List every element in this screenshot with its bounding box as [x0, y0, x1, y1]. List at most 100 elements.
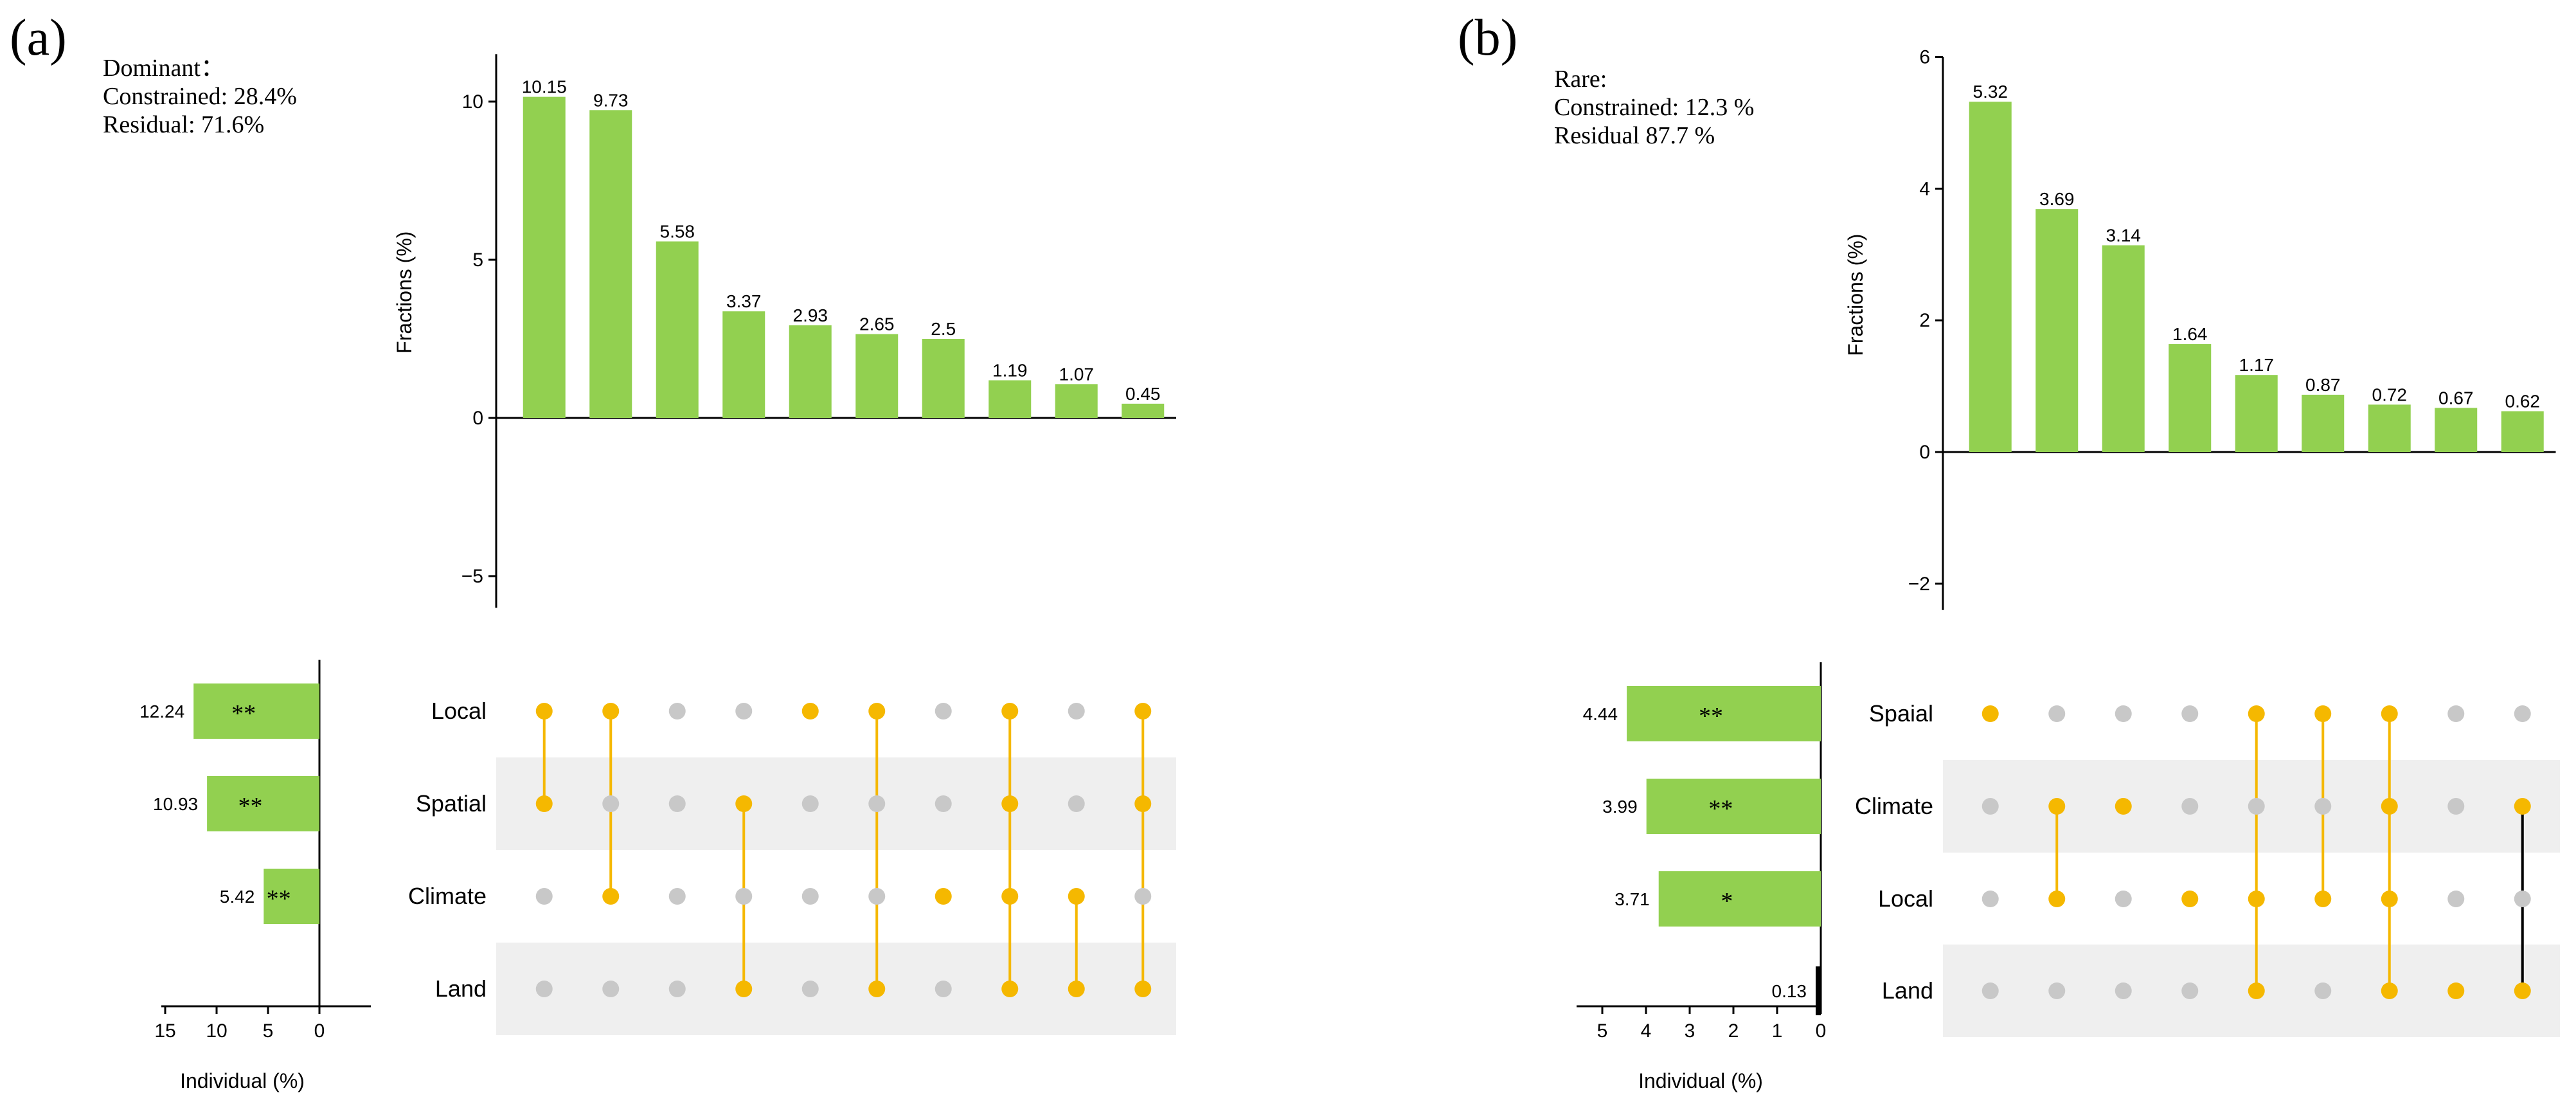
bar [2169, 344, 2212, 452]
matrix-dot-active [868, 703, 886, 719]
matrix-dot-inactive [1068, 703, 1085, 719]
matrix-dot-active [2381, 982, 2398, 999]
bar [1055, 384, 1098, 418]
individual-value-label: 3.71 [1614, 889, 1650, 909]
individual-x-tick-label: 0 [1816, 1020, 1827, 1042]
significance-mark: ** [267, 885, 291, 912]
bar-value-label: 5.58 [660, 221, 695, 241]
bar-value-label: 0.45 [1125, 384, 1161, 404]
matrix-dot-active [2381, 891, 2398, 907]
matrix-dot-inactive [935, 703, 952, 719]
matrix-dot-inactive [868, 888, 886, 905]
matrix-dot-inactive [2248, 798, 2265, 815]
individual-x-tick-label: 5 [1597, 1020, 1608, 1042]
matrix-dot-active [1001, 703, 1019, 719]
matrix-dot-inactive [2314, 982, 2332, 999]
set-label: Climate [1855, 793, 1933, 819]
matrix-dot-active [2381, 705, 2398, 722]
matrix-dot-inactive [2447, 891, 2465, 907]
individual-x-tick-label: 4 [1641, 1020, 1652, 1042]
bar [2435, 408, 2478, 452]
bar-value-label: 1.19 [992, 360, 1028, 380]
panel-a: (a) Dominant：Constrained: 28.4%Residual: … [10, 10, 1176, 1092]
bar-value-label: 3.37 [726, 291, 762, 311]
bar [523, 96, 566, 418]
bar-value-label: 10.15 [522, 77, 567, 97]
matrix-dot-active [535, 703, 553, 719]
bar [2501, 411, 2544, 452]
matrix-dot-inactive [535, 888, 553, 905]
info-residual: Residual 87.7 % [1554, 122, 1715, 149]
bar-value-label: 0.87 [2305, 375, 2341, 395]
bar-value-label: 0.72 [2372, 385, 2408, 404]
significance-mark: ** [231, 700, 256, 727]
panel-label: (b) [1458, 10, 1517, 66]
matrix-dot-active [2248, 982, 2265, 999]
matrix-dot-inactive [2181, 705, 2199, 722]
matrix-dot-inactive [2314, 798, 2332, 815]
y-tick-label: −5 [461, 566, 483, 587]
matrix-dot-inactive [2447, 705, 2465, 722]
bar [789, 325, 832, 418]
bar [2302, 394, 2345, 452]
y-tick-label: 10 [462, 91, 483, 113]
y-axis-title: Fractions (%) [1844, 234, 1867, 356]
bar-value-label: 3.14 [2106, 225, 2142, 245]
matrix-dot-inactive [2115, 891, 2132, 907]
matrix-dot-inactive [2514, 891, 2531, 907]
matrix-dot-inactive [935, 981, 952, 997]
individual-x-tick-label: 0 [314, 1020, 325, 1042]
matrix-dot-active [1068, 888, 1085, 905]
matrix-dot-inactive [2514, 705, 2531, 722]
individual-x-title: Individual (%) [180, 1069, 305, 1092]
y-tick-label: 2 [1919, 310, 1930, 331]
matrix-dot-inactive [1981, 982, 1999, 999]
individual-x-tick-label: 3 [1685, 1020, 1695, 1042]
individual-bar [193, 683, 319, 739]
matrix-dot-inactive [668, 888, 686, 905]
significance-mark: ** [1708, 795, 1733, 822]
individual-bar [264, 869, 319, 924]
matrix-dot-active [1134, 981, 1152, 997]
matrix-dot-inactive [735, 703, 753, 719]
info-residual: Residual: 71.6% [103, 111, 264, 138]
matrix-dot-active [1001, 981, 1019, 997]
individual-x-tick-label: 15 [154, 1020, 175, 1042]
bar [2368, 404, 2411, 452]
matrix-dot-inactive [2115, 705, 2132, 722]
matrix-dot-active [2314, 891, 2332, 907]
bar-value-label: 1.17 [2239, 355, 2275, 375]
matrix-dot-inactive [2115, 982, 2132, 999]
matrix-dot-active [1001, 795, 1019, 812]
matrix-dot-active [1134, 795, 1152, 812]
info-title: Dominant： [103, 55, 225, 82]
set-label: Spaial [1869, 700, 1933, 727]
matrix-dot-active [1001, 888, 1019, 905]
matrix-dot-inactive [801, 888, 819, 905]
set-label: Land [1882, 977, 1933, 1004]
matrix-dot-inactive [602, 795, 620, 812]
y-tick-label: 0 [472, 408, 483, 429]
bar-value-label: 0.62 [2505, 392, 2541, 412]
individual-x-tick-label: 5 [263, 1020, 274, 1042]
matrix-dot-inactive [2447, 798, 2465, 815]
bar-value-label: 9.73 [593, 90, 629, 110]
matrix-dot-active [935, 888, 952, 905]
matrix-dot-active [602, 703, 620, 719]
bar [589, 110, 632, 418]
bar-value-label: 1.07 [1059, 364, 1095, 384]
individual-bar [1627, 686, 1821, 741]
bar [1969, 102, 2012, 452]
bar-value-label: 1.64 [2172, 324, 2208, 344]
matrix-dot-active [2514, 798, 2531, 815]
individual-value-label: 5.42 [220, 887, 255, 907]
matrix-dot-active [801, 703, 819, 719]
matrix-dot-inactive [801, 981, 819, 997]
bar [2235, 375, 2278, 452]
matrix-dot-active [2447, 982, 2465, 999]
matrix-dot-inactive [602, 981, 620, 997]
significance-mark: * [1721, 888, 1733, 915]
bar [855, 334, 899, 418]
significance-mark: ** [238, 793, 263, 820]
individual-bar [1816, 966, 1821, 1015]
